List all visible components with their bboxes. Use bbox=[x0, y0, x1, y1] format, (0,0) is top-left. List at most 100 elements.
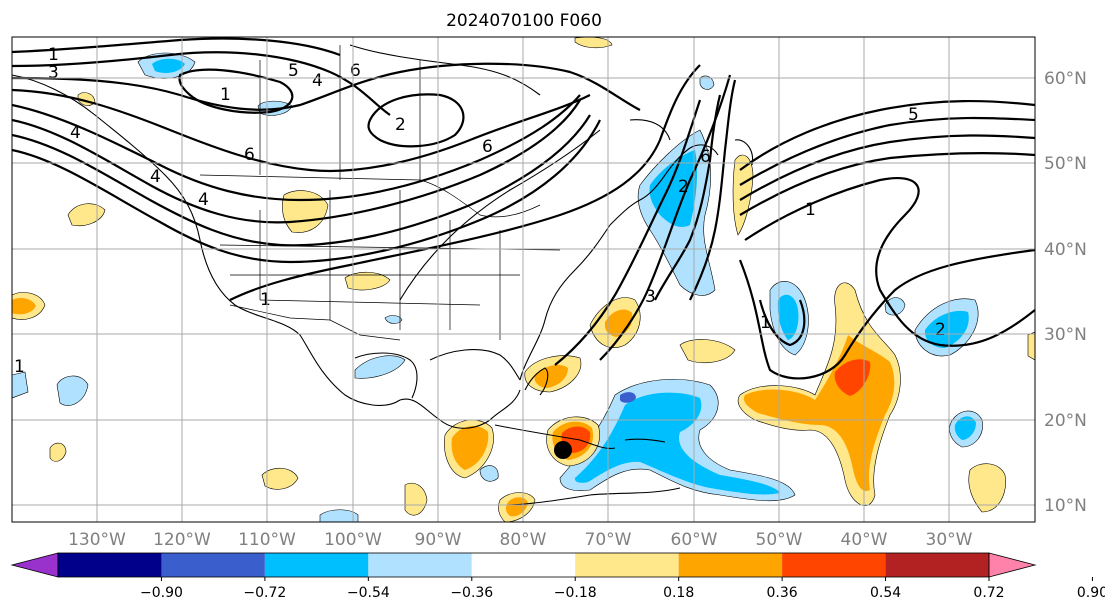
lat-label: 30°N bbox=[1044, 325, 1087, 345]
positive-anomaly-region bbox=[261, 467, 299, 490]
contour-label: 6 bbox=[244, 145, 255, 165]
lon-label: 80°W bbox=[500, 530, 547, 550]
colorbar-segment bbox=[678, 553, 783, 577]
map-title: 2024070100 F060 bbox=[446, 11, 602, 31]
storm-center-marker bbox=[554, 441, 572, 459]
negative-anomaly-region bbox=[699, 75, 715, 90]
colorbar-tick-label: −0.72 bbox=[243, 585, 286, 601]
contour-label: 6 bbox=[700, 147, 711, 167]
colorbar-tick-label: −0.18 bbox=[554, 585, 597, 601]
negative-anomaly-core bbox=[777, 294, 799, 340]
positive-anomaly-region bbox=[968, 463, 1006, 513]
lon-label: 120°W bbox=[153, 530, 211, 550]
negative-anomaly-core bbox=[152, 58, 185, 73]
colorbar-tick-label: −0.90 bbox=[140, 585, 183, 601]
strong-negative-anomaly bbox=[620, 392, 636, 403]
colorbar-segment bbox=[885, 553, 989, 577]
colorbar-tick-label: −0.54 bbox=[347, 585, 390, 601]
lon-label: 30°W bbox=[926, 530, 973, 550]
positive-anomaly-core bbox=[12, 298, 36, 315]
positive-anomaly-region bbox=[404, 482, 428, 516]
colorbar-segment bbox=[264, 553, 369, 577]
positive-anomaly-region bbox=[732, 154, 754, 236]
contour-label: 1 bbox=[220, 85, 231, 105]
contour-label: 1 bbox=[805, 200, 816, 220]
longitude-labels: 130°W 120°W 110°W 100°W 90°W 80°W 70°W 6… bbox=[68, 530, 973, 550]
lat-label: 20°N bbox=[1044, 411, 1087, 431]
positive-anomaly-region bbox=[344, 271, 391, 291]
negative-anomaly-region bbox=[12, 371, 29, 399]
positive-anomaly-region bbox=[49, 442, 67, 462]
contour-label: 4 bbox=[70, 123, 81, 143]
contour-label: 1 bbox=[48, 45, 59, 65]
negative-anomaly-core bbox=[649, 150, 698, 227]
contour-label: 5 bbox=[908, 105, 919, 125]
negative-anomaly-region bbox=[384, 315, 403, 324]
contour-label: 2 bbox=[935, 320, 946, 340]
lat-label: 60°N bbox=[1044, 69, 1087, 89]
colorbar: −0.90 −0.72 −0.54 −0.36 −0.18 0.18 0.36 0.54 0.7… bbox=[10, 552, 1105, 601]
colorbar-tick-label: 0.72 bbox=[973, 585, 1004, 601]
lat-label: 50°N bbox=[1044, 154, 1087, 174]
lon-label: 90°W bbox=[415, 530, 462, 550]
lon-label: 100°W bbox=[324, 530, 382, 550]
strong-positive-anomaly bbox=[834, 359, 871, 396]
contour-label: 3 bbox=[48, 63, 59, 83]
contour-label: 4 bbox=[198, 190, 209, 210]
contour-label: 2 bbox=[678, 177, 689, 197]
positive-anomaly-core bbox=[534, 364, 568, 388]
negative-anomaly-region bbox=[479, 465, 499, 482]
contour-label: 1 bbox=[760, 313, 771, 333]
positive-anomaly-core bbox=[451, 426, 489, 470]
contour-label: 4 bbox=[150, 167, 161, 187]
colorbar-tick-label: 0.54 bbox=[870, 585, 901, 601]
lon-label: 70°W bbox=[585, 530, 632, 550]
colorbar-segment bbox=[161, 553, 265, 577]
colorbar-tick-label: 0.90 bbox=[1077, 585, 1105, 601]
anomaly-shading bbox=[12, 37, 1035, 522]
positive-anomaly-region bbox=[1027, 331, 1035, 361]
lon-label: 50°W bbox=[756, 530, 803, 550]
political-borders bbox=[199, 45, 561, 341]
latitude-labels: 60°N 50°N 40°N 30°N 20°N 10°N bbox=[1044, 69, 1087, 516]
colorbar-frame bbox=[57, 552, 990, 578]
contour-label: 1 bbox=[14, 357, 25, 377]
negative-anomaly-core bbox=[954, 416, 976, 440]
contour-label: 5 bbox=[288, 61, 299, 81]
lon-label: 60°W bbox=[671, 530, 718, 550]
contour-label: 4 bbox=[312, 71, 323, 91]
lon-label: 130°W bbox=[68, 530, 126, 550]
positive-anomaly-core bbox=[505, 497, 528, 517]
lat-label: 10°N bbox=[1044, 496, 1087, 516]
negative-anomaly-region bbox=[319, 509, 359, 522]
map-plot-area: 1 3 5 4 6 1 2 6 6 4 4 1 6 2 1 4 3 5 1 1 … bbox=[12, 37, 1035, 522]
negative-anomaly-region bbox=[354, 355, 406, 379]
negative-anomaly-region bbox=[56, 375, 89, 406]
contour-label: 1 bbox=[260, 290, 271, 310]
colorbar-tick-label: −0.36 bbox=[450, 585, 493, 601]
negative-anomaly-core bbox=[574, 392, 780, 495]
coastlines bbox=[12, 44, 754, 506]
colorbar-extend-low bbox=[10, 552, 59, 578]
colorbar-segment bbox=[58, 553, 162, 577]
contour-label: 3 bbox=[645, 287, 656, 307]
colorbar-extend-high bbox=[988, 552, 1037, 578]
lon-label: 110°W bbox=[238, 530, 296, 550]
colorbar-segment bbox=[575, 553, 679, 577]
lon-label: 40°W bbox=[841, 530, 888, 550]
positive-anomaly-region bbox=[67, 203, 106, 227]
negative-anomaly-region bbox=[884, 297, 906, 316]
colorbar-tick-label: 0.18 bbox=[663, 585, 694, 601]
colorbar-segment bbox=[471, 553, 576, 577]
negative-anomaly-core bbox=[924, 310, 969, 348]
contour-label-group: 1 3 5 4 6 1 2 6 6 4 4 1 6 2 1 4 3 5 1 1 … bbox=[14, 45, 946, 377]
colorbar-segment bbox=[368, 553, 472, 577]
contour-label: 2 bbox=[395, 115, 406, 135]
colorbar-segment bbox=[782, 553, 886, 577]
contour-lines bbox=[12, 37, 1035, 380]
map-frame bbox=[11, 36, 1036, 523]
lat-label: 40°N bbox=[1044, 240, 1087, 260]
lat-lon-grid bbox=[12, 37, 1035, 522]
colorbar-tick-label: 0.36 bbox=[767, 585, 798, 601]
